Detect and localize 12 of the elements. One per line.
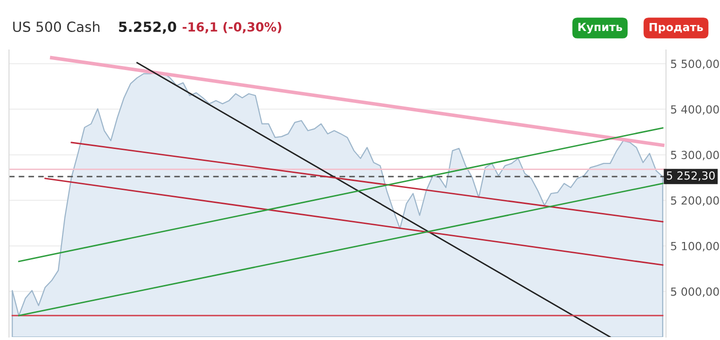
text: Купить [578,22,622,34]
ref-line-label: 5 252,30 [666,171,715,181]
y-tick-label: 5 100,00 [671,242,719,252]
text: 5.252,0 [119,22,176,34]
text: -16,1 (-0,30%) [182,22,282,34]
text: Продать [650,22,703,34]
y-tick-label: 5 200,00 [671,196,719,206]
y-tick-label: 5 000,00 [671,287,719,297]
y-tick-label: 5 300,00 [671,150,719,160]
chart-title: US 500 Cash [13,21,100,32]
y-tick-label: 5 400,00 [671,105,719,115]
y-tick-label: 5 500,00 [671,60,719,70]
